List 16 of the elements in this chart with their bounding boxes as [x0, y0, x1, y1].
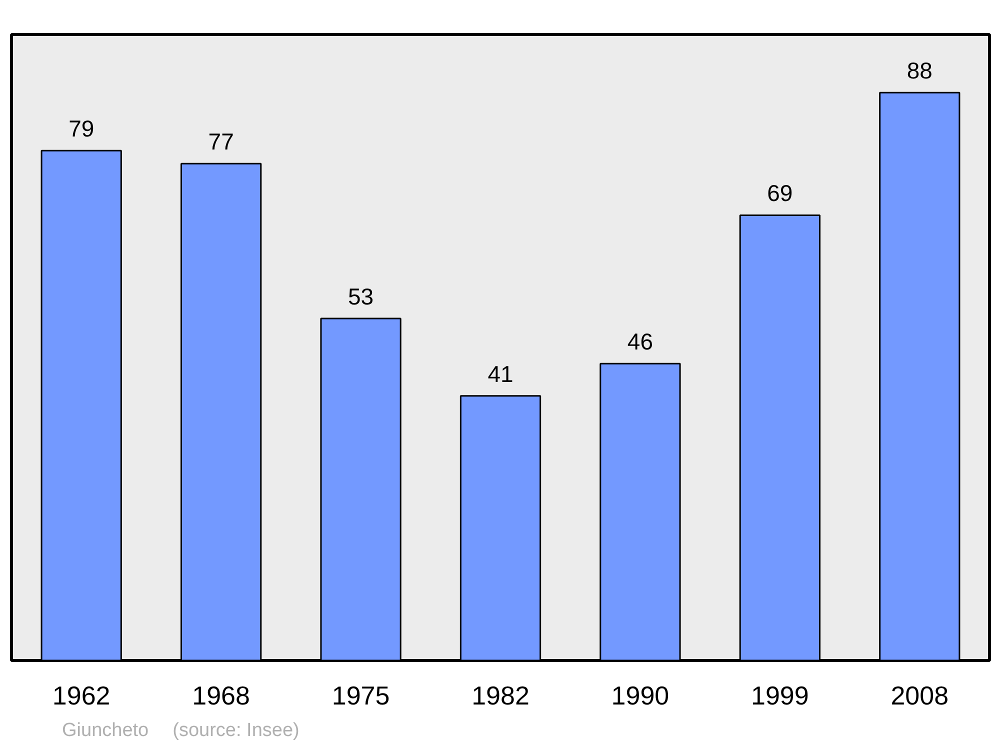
data-label: 79 [68, 116, 94, 142]
data-label: 41 [488, 360, 514, 387]
data-label: 69 [767, 180, 793, 206]
x-tick-label: 1999 [751, 680, 809, 710]
x-tick-label: 1990 [611, 680, 670, 710]
x-tick-label: 1982 [472, 680, 530, 710]
x-tick-label: 1962 [52, 680, 110, 710]
data-label: 46 [627, 328, 654, 355]
text: (source: Insee) [172, 720, 300, 741]
data-label: 88 [906, 58, 932, 84]
text: Giuncheto [62, 720, 149, 741]
x-tick-label: 1975 [332, 680, 390, 710]
data-label: 53 [348, 283, 374, 310]
data-label: 77 [208, 128, 234, 155]
x-tick-label: 1968 [192, 680, 250, 710]
x-tick-label: 2008 [890, 680, 949, 710]
